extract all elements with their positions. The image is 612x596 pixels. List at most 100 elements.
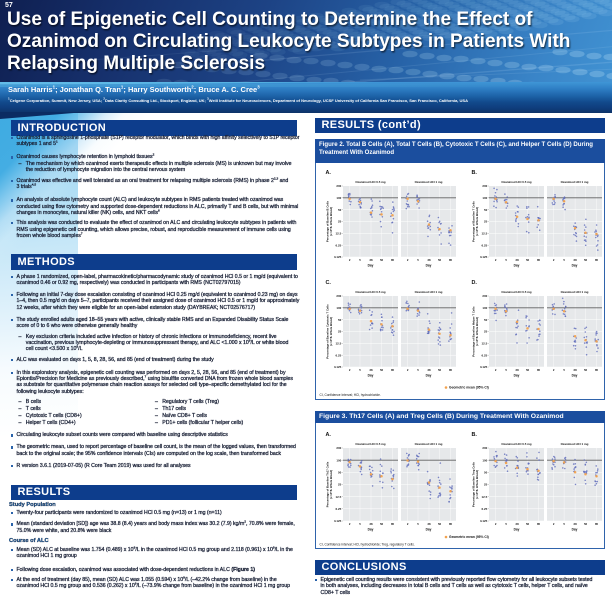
svg-text:28: 28 <box>427 522 431 526</box>
svg-text:28: 28 <box>516 258 520 262</box>
svg-text:85: 85 <box>537 368 541 372</box>
svg-text:28: 28 <box>369 522 373 526</box>
svg-text:12.5: 12.5 <box>336 341 342 345</box>
svg-text:50: 50 <box>484 470 488 474</box>
svg-text:Day: Day <box>572 373 578 377</box>
svg-text:85: 85 <box>537 258 541 262</box>
svg-text:5: 5 <box>359 368 361 372</box>
svg-text:3.125: 3.125 <box>480 365 488 369</box>
svg-text:5: 5 <box>417 368 419 372</box>
svg-text:28: 28 <box>516 368 520 372</box>
svg-text:(x 10⁹/L Whole Blood): (x 10⁹/L Whole Blood) <box>329 317 333 346</box>
svg-text:Day: Day <box>426 373 432 377</box>
svg-text:5: 5 <box>359 522 361 526</box>
svg-text:200: 200 <box>336 446 341 450</box>
svg-text:28: 28 <box>574 368 578 372</box>
svg-text:CI, Confidence Interval; HCl,: CI, Confidence Interval; HCl, hydrochlor… <box>320 393 381 397</box>
svg-text:Day: Day <box>368 373 374 377</box>
svg-text:2: 2 <box>407 522 409 526</box>
svg-text:50: 50 <box>338 318 342 322</box>
svg-text:Day: Day <box>368 527 374 531</box>
svg-text:(x 10⁹/L Whole Blood): (x 10⁹/L Whole Blood) <box>475 207 479 236</box>
svg-text:2: 2 <box>553 258 555 262</box>
svg-text:6.25: 6.25 <box>482 243 488 247</box>
svg-text:56: 56 <box>584 368 588 372</box>
svg-text:(x 10⁹/L Whole Blood): (x 10⁹/L Whole Blood) <box>475 469 479 498</box>
svg-text:28: 28 <box>574 522 578 526</box>
svg-text:5: 5 <box>563 258 565 262</box>
svg-text:Ozanimod HCl 0.5 mg: Ozanimod HCl 0.5 mg <box>501 290 531 294</box>
svg-text:Ozanimod HCl 0.5 mg: Ozanimod HCl 0.5 mg <box>355 441 385 445</box>
svg-text:2: 2 <box>349 522 351 526</box>
svg-text:A.: A. <box>326 432 332 438</box>
svg-text:2: 2 <box>495 522 497 526</box>
svg-text:5: 5 <box>563 368 565 372</box>
svg-text:200: 200 <box>482 446 487 450</box>
svg-text:25: 25 <box>484 330 488 334</box>
svg-text:56: 56 <box>438 368 442 372</box>
svg-text:2: 2 <box>495 258 497 262</box>
svg-text:56: 56 <box>526 258 530 262</box>
svg-text:2: 2 <box>407 258 409 262</box>
svg-text:3.125: 3.125 <box>334 255 342 259</box>
svg-text:5: 5 <box>563 522 565 526</box>
svg-text:12.5: 12.5 <box>482 494 488 498</box>
svg-text:25: 25 <box>338 482 342 486</box>
svg-text:100: 100 <box>482 196 487 200</box>
svg-text:Ozanimod HCl 1 mg: Ozanimod HCl 1 mg <box>561 441 589 445</box>
svg-text:50: 50 <box>338 208 342 212</box>
svg-text:25: 25 <box>338 220 342 224</box>
svg-text:28: 28 <box>574 258 578 262</box>
svg-text:12.5: 12.5 <box>336 231 342 235</box>
svg-text:85: 85 <box>595 368 599 372</box>
svg-text:85: 85 <box>391 258 395 262</box>
svg-text:56: 56 <box>380 522 384 526</box>
svg-text:Day: Day <box>514 263 520 267</box>
svg-text:Day: Day <box>572 527 578 531</box>
svg-text:200: 200 <box>336 294 341 298</box>
svg-text:3.125: 3.125 <box>480 519 488 523</box>
svg-text:3.125: 3.125 <box>334 519 342 523</box>
svg-text:85: 85 <box>449 522 453 526</box>
svg-text:100: 100 <box>336 196 341 200</box>
svg-text:85: 85 <box>537 522 541 526</box>
svg-text:56: 56 <box>438 258 442 262</box>
svg-text:2: 2 <box>407 368 409 372</box>
svg-text:28: 28 <box>369 258 373 262</box>
svg-text:28: 28 <box>427 258 431 262</box>
svg-text:2: 2 <box>553 522 555 526</box>
svg-text:28: 28 <box>427 368 431 372</box>
svg-text:85: 85 <box>449 368 453 372</box>
svg-text:85: 85 <box>595 258 599 262</box>
svg-text:3.125: 3.125 <box>480 255 488 259</box>
svg-text:Day: Day <box>572 263 578 267</box>
svg-text:2: 2 <box>349 258 351 262</box>
svg-text:100: 100 <box>482 458 487 462</box>
svg-text:6.25: 6.25 <box>336 506 342 510</box>
svg-text:56: 56 <box>380 258 384 262</box>
svg-text:(x 10⁹/L Whole Blood): (x 10⁹/L Whole Blood) <box>329 469 333 498</box>
svg-text:85: 85 <box>595 522 599 526</box>
svg-text:Ozanimod HCl 0.5 mg: Ozanimod HCl 0.5 mg <box>355 290 385 294</box>
svg-text:200: 200 <box>482 294 487 298</box>
svg-text:25: 25 <box>338 330 342 334</box>
svg-text:B.: B. <box>472 170 478 176</box>
svg-text:85: 85 <box>391 368 395 372</box>
svg-text:50: 50 <box>484 318 488 322</box>
svg-text:5: 5 <box>505 258 507 262</box>
svg-text:CI, Confidence interval; HCl,: CI, Confidence interval; HCl, hydrochlor… <box>320 542 415 546</box>
svg-text:12.5: 12.5 <box>482 341 488 345</box>
svg-text:(x 10⁹/L Whole Blood): (x 10⁹/L Whole Blood) <box>329 207 333 236</box>
svg-text:85: 85 <box>391 522 395 526</box>
svg-text:56: 56 <box>438 522 442 526</box>
svg-text:Ozanimod HCl 1 mg: Ozanimod HCl 1 mg <box>561 290 589 294</box>
svg-text:Day: Day <box>514 373 520 377</box>
svg-text:6.25: 6.25 <box>482 353 488 357</box>
svg-text:6.25: 6.25 <box>336 353 342 357</box>
svg-text:Geometric mean (95% CI): Geometric mean (95% CI) <box>449 386 489 390</box>
svg-text:5: 5 <box>359 258 361 262</box>
svg-text:Ozanimod HCl 1 mg: Ozanimod HCl 1 mg <box>561 180 589 184</box>
svg-text:C.: C. <box>326 280 332 286</box>
svg-text:6.25: 6.25 <box>336 243 342 247</box>
svg-text:2: 2 <box>349 368 351 372</box>
